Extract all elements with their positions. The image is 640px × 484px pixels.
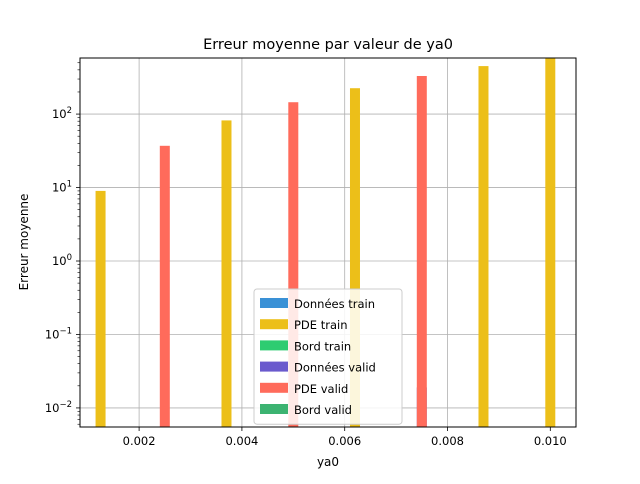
bar [95,190,106,427]
bar [545,58,556,427]
y-tick-label: 102 [52,106,72,121]
legend-swatch [260,382,288,393]
bar [221,120,232,427]
y-ticks: 10−2 10−1 100 101 102 [45,62,80,425]
y-tick-label: 101 [52,180,72,195]
legend-label: PDE train [294,318,347,332]
legend-label: Bord train [294,339,351,353]
legend: Données train PDE train Bord train Données … [253,288,403,425]
x-ticks: 0.002 0.004 0.006 0.008 0.010 [123,427,567,448]
legend-label: Données train [294,297,375,311]
bar [159,145,170,427]
bars [95,58,556,428]
x-tick-label: 0.008 [431,434,464,448]
legend-swatch [260,340,288,351]
y-tick-label: 10−1 [45,326,72,341]
bar [288,102,299,428]
legend-swatch [260,319,288,330]
x-axis-label: ya0 [317,455,339,469]
legend-swatch [260,361,288,372]
x-tick-label: 0.002 [123,434,156,448]
chart-title: Erreur moyenne par valeur de ya0 [203,37,453,53]
y-tick-label: 100 [52,253,72,268]
bar [349,88,360,427]
x-tick-label: 0.006 [328,434,361,448]
y-tick-label: 10−2 [45,400,72,415]
legend-swatch [260,404,288,414]
legend-label: Données valid [294,361,376,375]
bar [416,75,427,427]
legend-label: Bord valid [294,403,352,417]
x-tick-label: 0.004 [225,434,258,448]
legend-label: PDE valid [294,382,348,396]
y-axis-label: Erreur moyenne [17,194,31,291]
plot-frame [79,57,577,428]
legend-box [253,288,403,425]
bar [478,66,489,427]
x-tick-label: 0.010 [534,434,567,448]
legend-swatch [260,298,288,308]
